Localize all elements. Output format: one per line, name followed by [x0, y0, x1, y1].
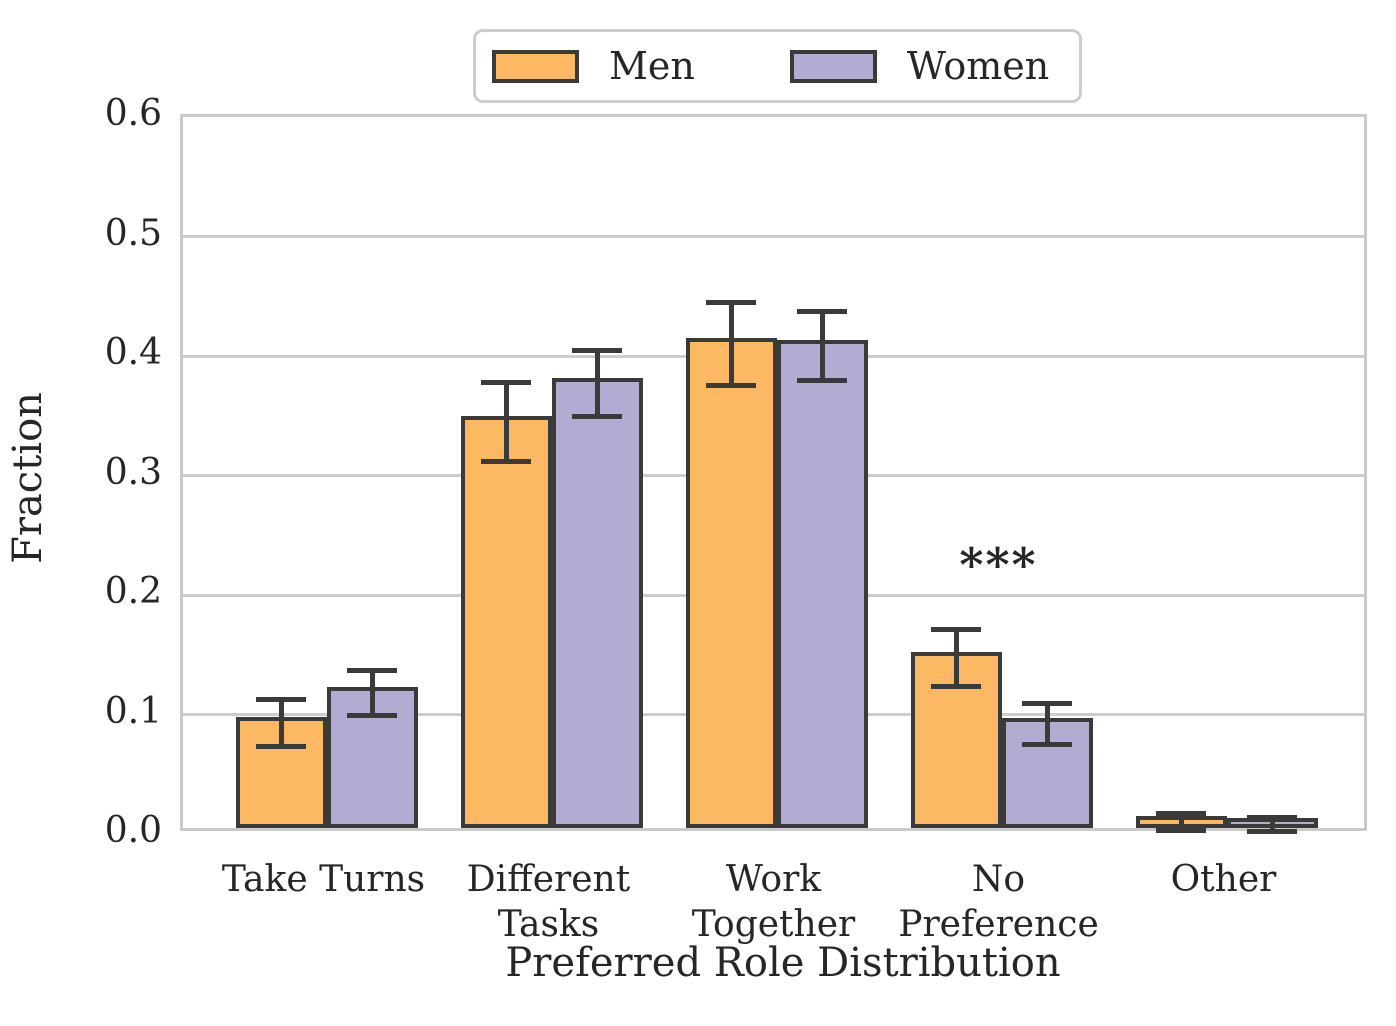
- y-tick-label-0.3: 0.3: [104, 451, 162, 493]
- errorbar-cap-men-take-turns: [256, 696, 306, 702]
- bar-women-different-tasks: [551, 377, 643, 828]
- y-tick-label-0.4: 0.4: [104, 332, 162, 373]
- errorbar-cap-men-no-preference: [931, 627, 981, 633]
- errorbar-cap-men-other: [1156, 811, 1206, 817]
- errorbar-cap-women-different-tasks: [572, 414, 622, 420]
- bar-men-different-tasks: [460, 415, 552, 828]
- errorbar-women-no-preference: [1044, 701, 1050, 747]
- bar-women-work-together: [776, 340, 868, 828]
- errorbar-cap-men-take-turns: [256, 744, 306, 750]
- errorbar-cap-men-no-preference: [931, 684, 981, 690]
- errorbar-men-other: [1178, 811, 1184, 833]
- significance-annotation-no-preference: ***: [959, 538, 1038, 593]
- errorbar-women-take-turns: [369, 667, 375, 719]
- errorbar-cap-women-different-tasks: [572, 347, 622, 353]
- errorbar-men-work-together: [728, 299, 734, 389]
- errorbar-cap-men-work-together: [706, 299, 756, 305]
- errorbar-cap-women-take-turns: [347, 713, 397, 719]
- errorbar-women-different-tasks: [594, 347, 600, 420]
- x-tick-label-work-together: Work Together: [691, 859, 856, 945]
- legend-label-women: Women: [906, 44, 1050, 88]
- errorbar-cap-women-work-together: [797, 309, 847, 315]
- plot-area: [180, 114, 1367, 834]
- errorbar-men-no-preference: [953, 627, 959, 690]
- legend-swatch-women: [789, 49, 877, 83]
- bar-men-work-together: [685, 338, 777, 828]
- errorbar-cap-women-no-preference: [1022, 701, 1072, 707]
- errorbar-cap-women-other: [1247, 814, 1297, 820]
- errorbar-cap-men-different-tasks: [481, 379, 531, 385]
- errorbar-cap-women-work-together: [797, 378, 847, 384]
- errorbar-women-other: [1269, 814, 1275, 834]
- y-tick-label-0.5: 0.5: [104, 212, 162, 254]
- x-tick-label-different-tasks: Different Tasks: [466, 859, 631, 945]
- legend-item-men: Men: [492, 47, 695, 85]
- legend-label-men: Men: [609, 44, 695, 88]
- errorbar-cap-men-different-tasks: [481, 458, 531, 464]
- errorbar-cap-women-no-preference: [1022, 741, 1072, 747]
- errorbar-men-take-turns: [278, 696, 284, 750]
- errorbar-cap-men-other: [1156, 827, 1206, 833]
- y-tick-label-0.2: 0.2: [104, 571, 162, 612]
- y-tick-label-0.0: 0.0: [104, 810, 162, 851]
- errorbar-men-different-tasks: [503, 379, 509, 464]
- y-tick-label-0.6: 0.6: [104, 93, 162, 134]
- legend-item-women: Women: [789, 44, 1050, 88]
- gridline-0.5: [183, 235, 1364, 238]
- legend-swatch-men: [492, 49, 579, 83]
- errorbar-cap-women-other: [1247, 829, 1297, 834]
- errorbar-women-work-together: [819, 309, 825, 384]
- x-tick-label-other: Other: [1170, 859, 1277, 900]
- x-axis-title: Preferred Role Distribution: [505, 940, 1061, 986]
- x-tick-label-no-preference: No Preference: [898, 859, 1099, 945]
- y-tick-label-0.1: 0.1: [104, 690, 162, 732]
- errorbar-cap-men-work-together: [706, 383, 756, 389]
- x-tick-label-take-turns: Take Turns: [221, 859, 426, 900]
- errorbar-cap-women-take-turns: [347, 667, 397, 673]
- legend: Men Women: [473, 29, 1082, 103]
